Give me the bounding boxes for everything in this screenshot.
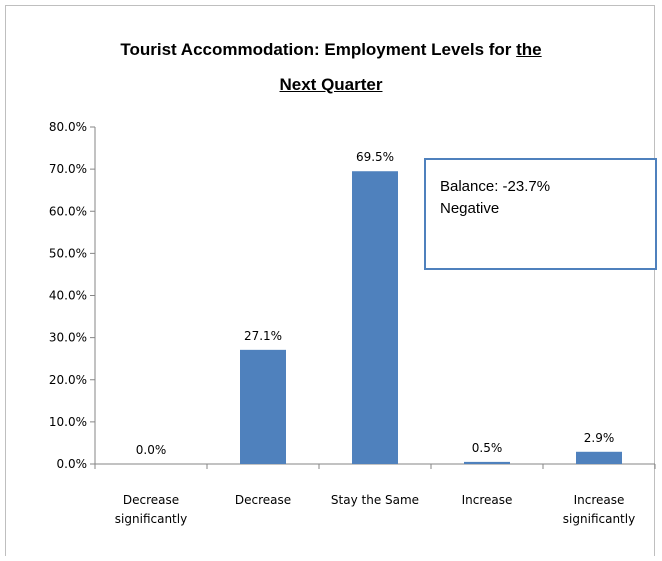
chart-title-line-2: Next Quarter [0,75,662,95]
x-tick-label: Decrease [235,493,291,507]
y-tick-label: 40.0% [49,289,87,303]
bar [352,171,398,464]
bar [464,461,510,464]
chart-title-underlined-phrase: Next Quarter [279,75,383,94]
y-tick-label: 20.0% [49,373,87,387]
data-label: 0.5% [472,441,503,455]
chart-title-prefix: Tourist Accommodation: Employment Levels… [120,40,517,59]
bar [576,451,622,464]
chart-title-underlined-word: the [516,40,542,59]
x-tick-label: Increase [574,493,625,507]
y-tick-label: 50.0% [49,246,87,260]
balance-annotation-line-1: Balance: -23.7% [440,178,551,195]
balance-annotation-box: Balance: -23.7% Negative [424,158,657,270]
data-label: 2.9% [584,431,615,445]
x-tick-label: significantly [115,512,187,526]
data-label: 27.1% [244,329,282,343]
y-tick-label: 80.0% [49,120,87,134]
y-tick-label: 0.0% [57,457,88,471]
y-tick-label: 70.0% [49,162,87,176]
x-tick-label: Decrease [123,493,179,507]
y-tick-label: 30.0% [49,331,87,345]
x-tick-label: significantly [563,512,635,526]
data-label: 0.0% [136,443,167,457]
balance-annotation-line-2: Negative [440,200,500,217]
x-tick-label: Increase [462,493,513,507]
bar [240,349,286,464]
x-tick-label: Stay the Same [331,493,419,507]
y-tick-label: 10.0% [49,415,87,429]
chart-title-line-1: Tourist Accommodation: Employment Levels… [0,40,662,60]
y-tick-label: 60.0% [49,204,87,218]
data-label: 69.5% [356,150,394,164]
